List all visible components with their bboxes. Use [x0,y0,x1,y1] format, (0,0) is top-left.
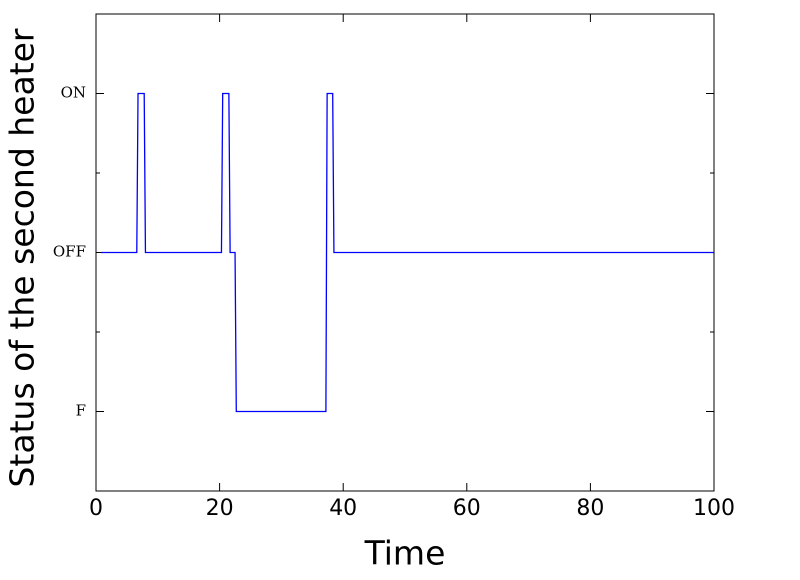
x-tick-label: 0 [89,496,103,521]
x-tick-label: 100 [693,496,735,521]
x-tick-label: 40 [329,496,357,521]
plot-frame [95,13,715,492]
y-tick-label: ON [61,84,86,102]
x-tick-label: 60 [453,496,481,521]
x-tick-label: 20 [206,496,234,521]
y-tick-label: OFF [53,243,86,261]
y-axis-label: Status of the second heater [3,28,42,487]
x-axis-label: Time [364,534,446,573]
y-tick-label: F [76,402,86,420]
x-tick-label: 80 [576,496,604,521]
data-line [100,92,714,413]
